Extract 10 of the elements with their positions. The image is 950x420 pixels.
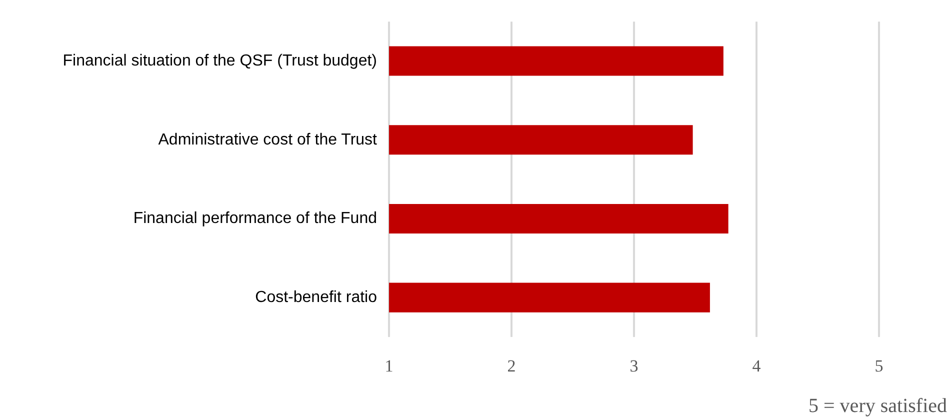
x-tick-label: 2 bbox=[507, 356, 516, 376]
y-tick-label: Cost-benefit ratio bbox=[255, 288, 378, 306]
x-tick-label: 3 bbox=[630, 356, 638, 376]
y-tick-label: Financial performance of the Fund bbox=[133, 210, 377, 228]
y-tick-label: Administrative cost of the Trust bbox=[158, 131, 378, 148]
x-tick-label: 4 bbox=[752, 356, 762, 376]
x-tick-label: 5 bbox=[874, 356, 884, 376]
y-tick-label: Financial situation of the QSF (Trust budget) bbox=[62, 52, 377, 70]
x-tick-label: 1 bbox=[384, 356, 394, 376]
text: 5 = very satisfied bbox=[808, 395, 947, 417]
